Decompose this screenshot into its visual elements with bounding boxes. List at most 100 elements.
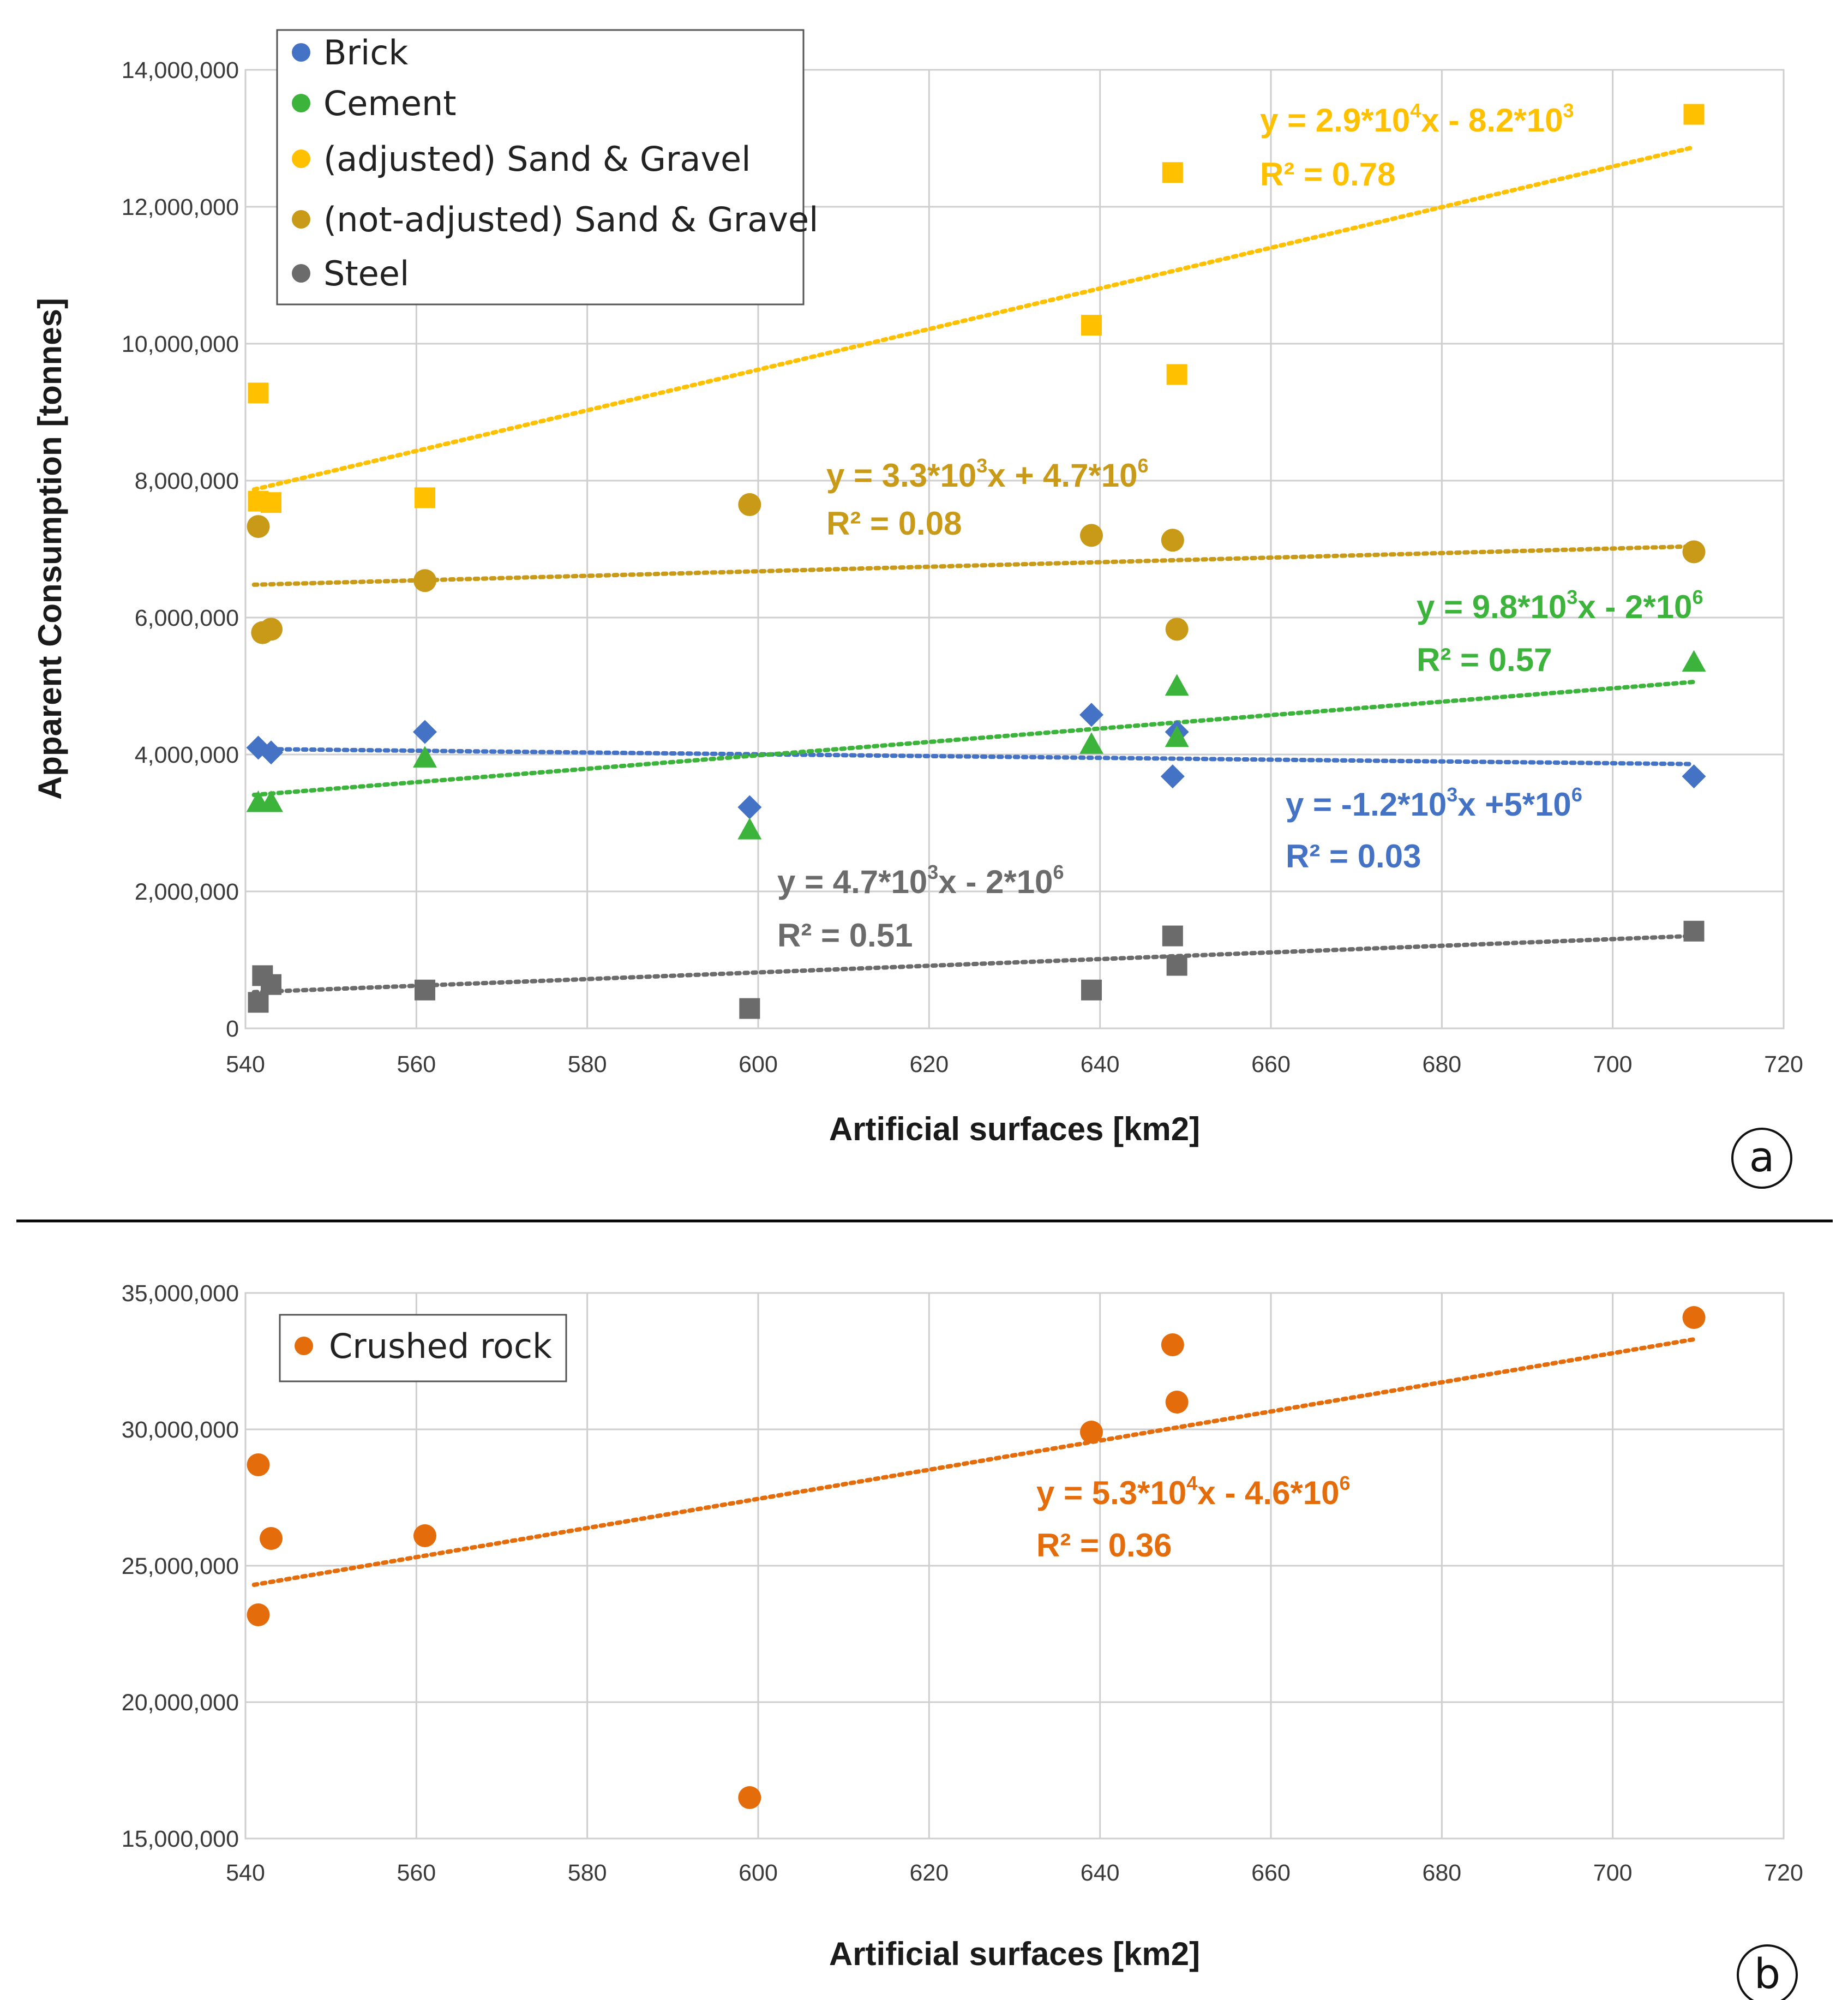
equation-exponent: 6 (1571, 783, 1582, 806)
equation-part: y = 3.3*10 (826, 457, 976, 494)
panel-letter-circle (1731, 1128, 1792, 1189)
y-tick-label: 12,000,000 (122, 194, 239, 220)
y-axis-title: Apparent Consumption [tonnes] (32, 298, 68, 800)
equation-exponent: 6 (1053, 861, 1064, 883)
equation-part: x +5*10 (1457, 786, 1571, 823)
x-tick-label: 720 (1764, 1051, 1803, 1077)
data-point (1079, 703, 1103, 727)
y-tick-label: 8,000,000 (135, 468, 239, 494)
r-squared: R² = 0.78 (1260, 156, 1395, 193)
legend-entry: Crushed rock (329, 1326, 552, 1366)
equation-exponent: 4 (1410, 99, 1421, 122)
equation-exponent: 6 (1692, 586, 1703, 608)
trendline-4 (251, 933, 1696, 995)
legend-entry: Brick (323, 33, 408, 73)
y-tick-label: 25,000,000 (122, 1553, 239, 1579)
series-0 (247, 1306, 1706, 1809)
legend-entry: (not-adjusted) Sand & Gravel (323, 200, 818, 239)
equation-part: x + 4.7*10 (987, 457, 1137, 494)
data-point (1165, 674, 1189, 696)
equation-part: x - 8.2*10 (1421, 102, 1563, 139)
equation-exponent: 3 (1563, 99, 1574, 122)
equation-exponent: 6 (1339, 1472, 1350, 1494)
data-point (413, 1524, 436, 1547)
x-tick-label: 680 (1422, 1860, 1461, 1886)
trendline-3 (251, 544, 1696, 587)
data-point (1162, 925, 1183, 947)
legend: Crushed rock (279, 1314, 567, 1382)
data-point (1081, 979, 1102, 1001)
series-1 (246, 650, 1706, 840)
legend-marker (292, 210, 310, 229)
equation-part: y = 4.7*10 (777, 864, 927, 900)
trendline-0 (251, 746, 1696, 767)
legend-marker (292, 43, 310, 62)
panel-letter: b (1754, 1949, 1780, 1998)
data-point (413, 569, 436, 592)
data-point (1165, 1391, 1189, 1414)
trendline-2 (251, 145, 1696, 492)
chart-panel-a: 540 560 580 600 620 640 660 680 700 720 0 2,000,000… (32, 29, 1803, 1189)
data-point (1161, 529, 1184, 552)
x-axis-title: Artificial surfaces [km2] (829, 1111, 1200, 1147)
x-tick-label: 540 (226, 1051, 265, 1077)
r-squared: R² = 0.03 (1286, 838, 1421, 875)
trend-equation: y = 5.3*104x - 4.6*106 (1036, 1472, 1351, 1511)
x-tick-label: 540 (226, 1860, 265, 1886)
equation-part: x - 2*10 (1577, 589, 1692, 625)
data-point (1682, 540, 1706, 564)
data-point (261, 492, 281, 513)
data-point (415, 487, 435, 508)
data-point (1079, 732, 1103, 754)
data-point (1081, 315, 1102, 336)
equation-part: x - 4.6*10 (1197, 1475, 1339, 1511)
x-tick-label: 700 (1593, 1860, 1633, 1886)
y-tick-label: 6,000,000 (135, 605, 239, 631)
data-point (415, 979, 435, 1001)
data-point (259, 740, 283, 765)
y-tick-label: 14,000,000 (122, 57, 239, 83)
x-axis-title: Artificial surfaces [km2] (829, 1936, 1200, 1972)
data-point (260, 1527, 283, 1550)
data-point (261, 974, 281, 995)
y-tick-label: 10,000,000 (122, 331, 239, 357)
equation-part: y = -1.2*10 (1286, 786, 1447, 823)
y-tick-label: 2,000,000 (135, 879, 239, 905)
x-tick-label: 620 (909, 1860, 949, 1886)
x-tick-label: 580 (568, 1860, 607, 1886)
chart-panel-b: 540 560 580 600 620 640 660 680 700 720 15,000,000… (122, 1280, 1803, 2000)
x-tick-label: 640 (1081, 1860, 1120, 1886)
data-point (1162, 162, 1183, 183)
data-point (1165, 725, 1189, 747)
data-point (1161, 1333, 1184, 1356)
data-point (1166, 955, 1187, 976)
data-point (1166, 364, 1187, 385)
r-squared: R² = 0.36 (1036, 1527, 1172, 1564)
legend-entry: Cement (323, 83, 457, 123)
x-tick-label: 580 (568, 1051, 607, 1077)
x-tick-label: 600 (739, 1860, 778, 1886)
x-tick-label: 560 (397, 1051, 436, 1077)
data-point (247, 1603, 270, 1626)
y-tick-label: 0 (226, 1016, 239, 1042)
data-point (413, 720, 437, 744)
trend-equation: y = 4.7*103x - 2*106 (777, 861, 1064, 900)
data-point (738, 493, 761, 516)
x-tick-label: 720 (1764, 1860, 1803, 1886)
x-tick-label: 680 (1422, 1051, 1461, 1077)
trendline-0 (251, 1337, 1696, 1587)
data-point (247, 1453, 270, 1476)
panel-letter: a (1749, 1133, 1775, 1181)
equation-exponent: 3 (1447, 783, 1457, 806)
data-point (1682, 1306, 1706, 1329)
data-point (1682, 650, 1706, 672)
data-point (413, 746, 437, 768)
data-point (259, 790, 283, 812)
legend-entry: Steel (323, 254, 409, 294)
data-point (1683, 920, 1705, 942)
data-point (739, 998, 760, 1019)
equation-part: y = 9.8*10 (1417, 589, 1567, 625)
legend-marker (292, 149, 310, 168)
y-tick-label: 20,000,000 (122, 1690, 239, 1716)
data-point (737, 818, 762, 840)
